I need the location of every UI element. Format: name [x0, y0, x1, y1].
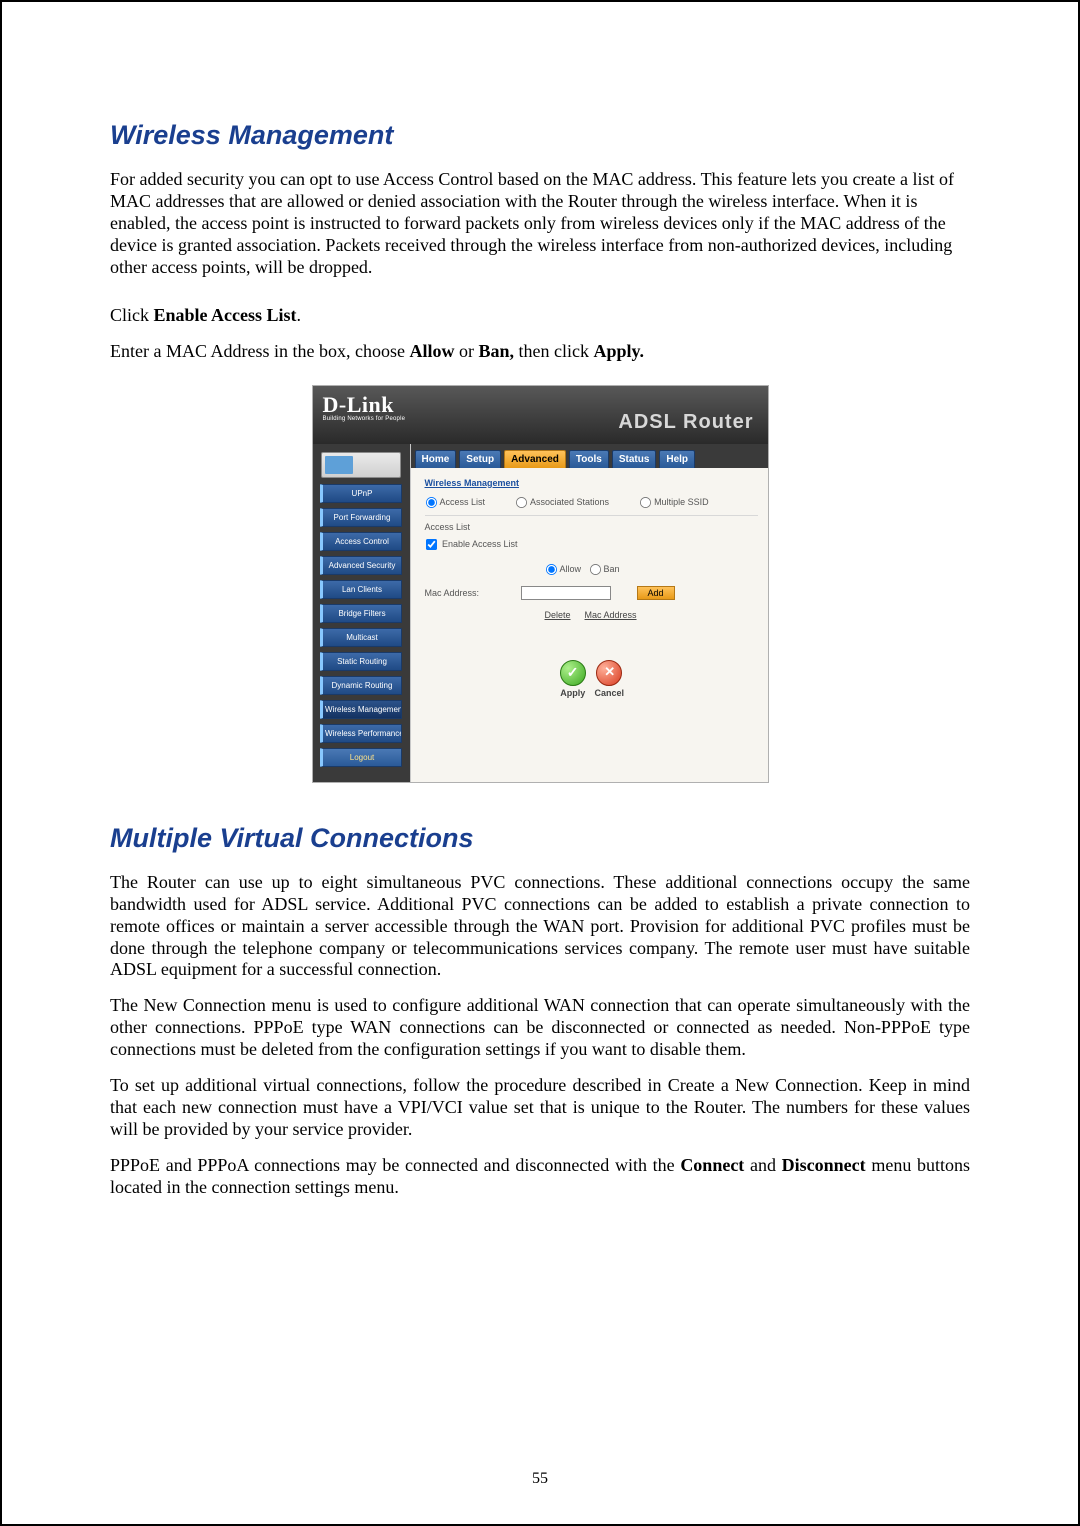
- radio-ban-text: Ban: [604, 564, 620, 574]
- text-or: or: [454, 341, 478, 361]
- screenshot-container: D-Link Building Networks for People ADSL…: [110, 385, 970, 783]
- text-click-suffix: .: [297, 305, 302, 325]
- apply-icon[interactable]: [560, 660, 586, 686]
- radio-multiple-ssid-label[interactable]: Multiple SSID: [639, 496, 709, 509]
- mvc-p4-and: and: [744, 1155, 781, 1175]
- mvc-p4-disconnect: Disconnect: [782, 1155, 866, 1175]
- brand-text: D-Link: [323, 392, 394, 417]
- tab-help[interactable]: Help: [659, 450, 695, 468]
- radio-ban-label[interactable]: Ban: [589, 564, 620, 574]
- mac-address-input[interactable]: [521, 586, 611, 600]
- mvc-p1: The Router can use up to eight simultane…: [110, 872, 970, 982]
- text-click-bold: Enable Access List: [154, 305, 297, 325]
- router-header: D-Link Building Networks for People ADSL…: [313, 386, 768, 444]
- device-image: [321, 452, 401, 478]
- text-enter-prefix: Enter a MAC Address in the box, choose: [110, 341, 409, 361]
- action-buttons: [425, 660, 758, 686]
- radio-access-list-label[interactable]: Access List: [425, 496, 486, 509]
- tab-home[interactable]: Home: [415, 450, 457, 468]
- col-delete: Delete: [545, 610, 571, 620]
- view-mode-row: Access List Associated Stations Multiple…: [425, 496, 758, 509]
- panel-content: Wireless Management Access List Associat…: [411, 468, 768, 708]
- apply-label: Apply: [556, 688, 590, 698]
- radio-associated[interactable]: [516, 497, 527, 508]
- sidebar-multicast[interactable]: Multicast: [320, 628, 402, 647]
- router-title: ADSL Router: [618, 411, 753, 434]
- heading-multiple-virtual-connections: Multiple Virtual Connections: [110, 823, 970, 854]
- sidebar-dynamic-routing[interactable]: Dynamic Routing: [320, 676, 402, 695]
- text-ban: Ban,: [478, 341, 514, 361]
- panel-title: Wireless Management: [425, 478, 758, 488]
- para-click-enable: Click Enable Access List.: [110, 305, 970, 327]
- sidebar-access-control[interactable]: Access Control: [320, 532, 402, 551]
- cancel-label: Cancel: [592, 688, 626, 698]
- sidebar-static-routing[interactable]: Static Routing: [320, 652, 402, 671]
- radio-associated-label[interactable]: Associated Stations: [515, 496, 609, 509]
- text-apply: Apply.: [593, 341, 644, 361]
- sidebar-port-forwarding[interactable]: Port Forwarding: [320, 508, 402, 527]
- tab-setup[interactable]: Setup: [459, 450, 501, 468]
- add-button[interactable]: Add: [637, 586, 675, 600]
- page-frame: Wireless Management For added security y…: [0, 0, 1080, 1526]
- text-allow: Allow: [409, 341, 454, 361]
- radio-access-list[interactable]: [425, 497, 436, 508]
- radio-allow-text: Allow: [560, 564, 582, 574]
- radio-associated-text: Associated Stations: [530, 497, 609, 507]
- mvc-p3: To set up additional virtual connections…: [110, 1075, 970, 1141]
- sidebar-advanced-security[interactable]: Advanced Security: [320, 556, 402, 575]
- allow-ban-row: Allow Ban: [545, 563, 758, 576]
- heading-wireless-management: Wireless Management: [110, 120, 970, 151]
- tab-advanced[interactable]: Advanced: [504, 450, 566, 468]
- radio-multiple-ssid[interactable]: [640, 497, 651, 508]
- page-number: 55: [2, 1470, 1078, 1488]
- sidebar-wireless-performance[interactable]: Wireless Performance: [320, 724, 402, 743]
- action-labels: Apply Cancel: [425, 688, 758, 698]
- sidebar-lan-clients[interactable]: Lan Clients: [320, 580, 402, 599]
- checkbox-enable-access-list[interactable]: [425, 539, 436, 550]
- content-area: Wireless Management For added security y…: [44, 50, 1036, 1199]
- radio-allow[interactable]: [545, 564, 556, 575]
- radio-access-list-text: Access List: [440, 497, 486, 507]
- enable-access-list-label[interactable]: Enable Access List: [425, 539, 518, 549]
- router-ui: D-Link Building Networks for People ADSL…: [312, 385, 769, 783]
- sidebar-upnp[interactable]: UPnP: [320, 484, 402, 503]
- mvc-p4: PPPoE and PPPoA connections may be conne…: [110, 1155, 970, 1199]
- access-list-subhead: Access List: [425, 515, 758, 532]
- brand-tagline: Building Networks for People: [323, 416, 406, 422]
- sidebar-bridge-filters[interactable]: Bridge Filters: [320, 604, 402, 623]
- mac-address-label: Mac Address:: [425, 588, 515, 598]
- para-intro: For added security you can opt to use Ac…: [110, 169, 970, 279]
- sidebar-wireless-management[interactable]: Wireless Management: [320, 700, 402, 719]
- sidebar-logout[interactable]: Logout: [320, 748, 402, 767]
- radio-multiple-ssid-text: Multiple SSID: [654, 497, 709, 507]
- enable-access-list-text: Enable Access List: [442, 539, 518, 549]
- mvc-p2: The New Connection menu is used to confi…: [110, 995, 970, 1061]
- dlink-logo: D-Link Building Networks for People: [323, 392, 406, 422]
- tab-status[interactable]: Status: [612, 450, 657, 468]
- radio-ban[interactable]: [590, 564, 601, 575]
- main-panel: Home Setup Advanced Tools Status Help Wi…: [410, 444, 768, 782]
- tab-tools[interactable]: Tools: [569, 450, 609, 468]
- text-click-prefix: Click: [110, 305, 154, 325]
- cancel-icon[interactable]: [596, 660, 622, 686]
- sidebar: UPnP Port Forwarding Access Control Adva…: [313, 444, 410, 782]
- router-body: UPnP Port Forwarding Access Control Adva…: [313, 444, 768, 782]
- mvc-p4-a: PPPoE and PPPoA connections may be conne…: [110, 1155, 680, 1175]
- col-mac-address: Mac Address: [585, 610, 637, 620]
- mac-address-row: Mac Address: Add: [425, 586, 758, 600]
- mvc-p4-connect: Connect: [680, 1155, 744, 1175]
- tab-bar: Home Setup Advanced Tools Status Help: [411, 444, 768, 468]
- text-then-click: then click: [514, 341, 593, 361]
- para-enter-mac: Enter a MAC Address in the box, choose A…: [110, 341, 970, 363]
- radio-allow-label[interactable]: Allow: [545, 564, 582, 574]
- mac-table-header: Delete Mac Address: [545, 610, 758, 620]
